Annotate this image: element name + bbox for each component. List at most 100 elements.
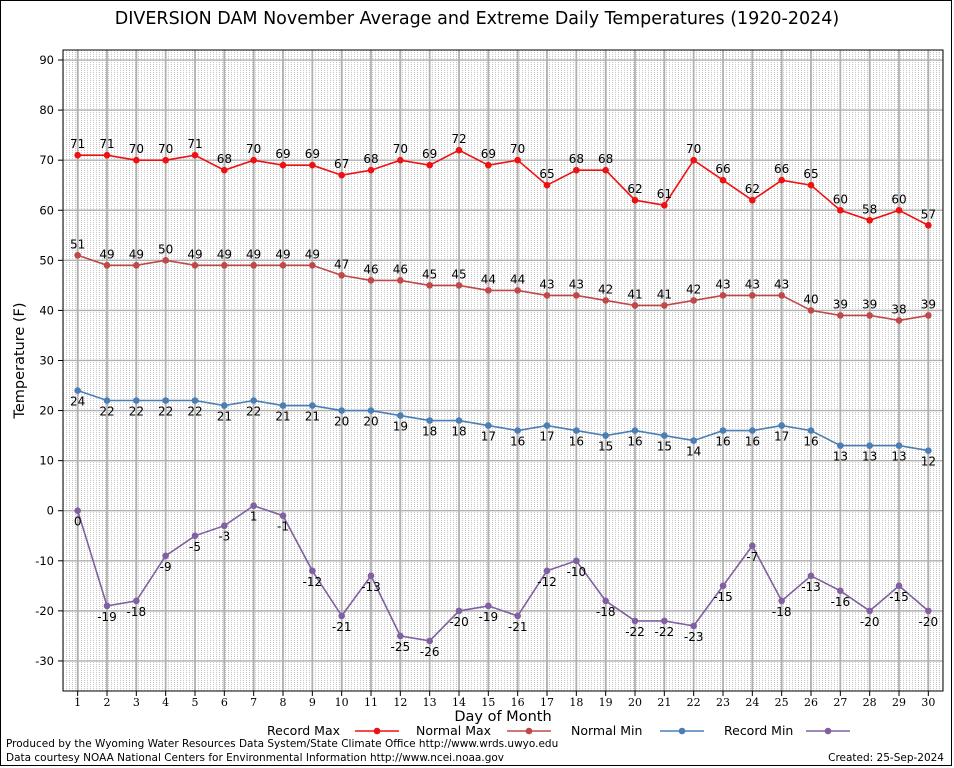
data-point: [573, 292, 580, 299]
data-point: [162, 397, 169, 404]
data-label: 60: [891, 192, 906, 206]
data-point: [426, 417, 433, 424]
data-point: [514, 612, 521, 620]
data-label: -21: [508, 620, 528, 634]
data-label: 38: [891, 302, 906, 316]
data-label: -12: [303, 575, 323, 589]
data-label: 16: [745, 435, 760, 449]
legend-marker: [678, 727, 686, 735]
data-point: [514, 427, 521, 434]
x-tick-label: 22: [687, 696, 701, 709]
data-label: 1: [250, 510, 258, 524]
x-tick-label: 19: [599, 696, 613, 709]
x-tick-label: 5: [192, 696, 199, 709]
data-point: [279, 512, 287, 520]
data-point: [837, 312, 844, 319]
data-label: 42: [686, 282, 701, 296]
data-point: [309, 402, 316, 409]
data-point: [367, 166, 375, 174]
x-tick-label: 9: [309, 696, 316, 709]
y-tick-label: -20: [35, 604, 54, 618]
y-axis-label: Temperature (F): [12, 302, 28, 419]
data-point: [250, 262, 257, 269]
data-label: -10: [567, 565, 587, 579]
data-point: [719, 427, 727, 434]
data-point: [602, 297, 609, 304]
data-label: 70: [686, 142, 701, 156]
data-label: 46: [393, 262, 408, 276]
data-label: 14: [686, 445, 701, 459]
data-point: [631, 196, 639, 204]
x-tick-label: 4: [162, 696, 169, 709]
data-label: 45: [422, 267, 437, 281]
data-point: [191, 262, 199, 269]
data-point: [866, 442, 873, 449]
x-tick-label: 29: [892, 696, 906, 709]
series-line: [77, 149, 929, 227]
data-label: 60: [833, 192, 848, 206]
data-label: 68: [217, 152, 232, 166]
data-label: 49: [129, 247, 144, 261]
x-tick-label: 20: [628, 696, 642, 709]
data-label: 43: [774, 277, 789, 291]
data-point: [925, 607, 932, 615]
data-point: [631, 302, 639, 309]
data-point: [895, 582, 903, 590]
data-label: 69: [275, 147, 290, 161]
data-label: 21: [275, 410, 290, 424]
data-label: 19: [393, 420, 408, 434]
x-tick-label: 17: [540, 696, 554, 709]
data-point: [221, 262, 228, 269]
data-point: [367, 277, 375, 284]
data-label: 43: [569, 277, 584, 291]
x-tick-label: 3: [133, 696, 140, 709]
data-point: [103, 602, 111, 610]
x-tick-label: 23: [716, 696, 730, 709]
data-label: 15: [657, 440, 672, 454]
data-point: [397, 156, 404, 164]
data-point: [573, 557, 580, 565]
data-label: 69: [481, 147, 496, 161]
data-point: [103, 397, 111, 404]
data-point: [191, 532, 199, 540]
data-label: -20: [860, 615, 880, 629]
data-label: -23: [684, 630, 704, 644]
data-point: [573, 427, 580, 434]
data-label: 0: [74, 515, 82, 529]
data-point: [191, 397, 199, 404]
y-tick-label: 90: [39, 53, 54, 67]
x-tick-label: 6: [221, 696, 228, 709]
x-tick-label: 12: [393, 696, 407, 709]
data-point: [162, 257, 169, 264]
x-tick-label: 11: [364, 696, 378, 709]
series-line: [76, 504, 929, 642]
data-point: [514, 156, 521, 164]
data-label: 17: [481, 430, 496, 444]
data-point: [749, 427, 756, 434]
x-tick-label: 10: [335, 696, 349, 709]
data-point: [455, 607, 463, 615]
data-point: [367, 572, 375, 580]
data-label: -20: [919, 615, 939, 629]
data-label: -25: [391, 640, 411, 654]
data-label: 16: [510, 435, 525, 449]
data-point: [602, 166, 609, 174]
data-point: [895, 206, 903, 214]
data-label: 71: [70, 137, 85, 151]
data-point: [602, 432, 609, 439]
data-label: 43: [539, 277, 554, 291]
data-label: 15: [598, 440, 613, 454]
data-label: -26: [420, 645, 440, 659]
data-point: [543, 567, 551, 575]
data-label: 70: [129, 142, 144, 156]
data-point: [133, 156, 140, 164]
legend-marker: [373, 727, 381, 735]
legend-label: Normal Max: [416, 723, 491, 738]
data-point: [103, 151, 111, 159]
legend-label: Normal Min: [571, 723, 642, 738]
data-point: [925, 221, 932, 229]
data-point: [837, 206, 844, 214]
data-point: [455, 417, 463, 424]
data-label: -19: [97, 610, 117, 624]
data-point: [397, 632, 404, 640]
